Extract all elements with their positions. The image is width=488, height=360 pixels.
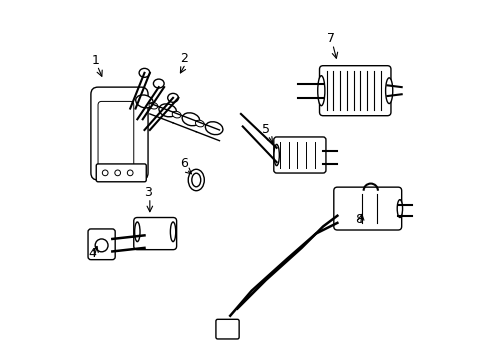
FancyBboxPatch shape	[333, 187, 401, 230]
Ellipse shape	[195, 120, 204, 127]
Text: 2: 2	[180, 52, 187, 65]
Ellipse shape	[153, 79, 164, 88]
FancyBboxPatch shape	[216, 319, 239, 339]
Text: 1: 1	[91, 54, 99, 67]
Ellipse shape	[139, 68, 149, 77]
Text: 4: 4	[88, 247, 96, 260]
FancyBboxPatch shape	[88, 229, 115, 260]
FancyBboxPatch shape	[319, 66, 390, 116]
Ellipse shape	[191, 173, 201, 187]
Text: 7: 7	[326, 32, 334, 45]
Circle shape	[95, 239, 108, 252]
Ellipse shape	[182, 113, 199, 126]
Text: 3: 3	[144, 186, 152, 199]
Text: 8: 8	[354, 213, 362, 226]
Circle shape	[115, 170, 121, 176]
Ellipse shape	[170, 222, 175, 242]
Circle shape	[127, 170, 133, 176]
FancyBboxPatch shape	[96, 164, 146, 182]
FancyBboxPatch shape	[134, 217, 176, 249]
FancyBboxPatch shape	[273, 137, 325, 173]
Ellipse shape	[385, 78, 392, 104]
Ellipse shape	[159, 104, 176, 117]
Ellipse shape	[317, 76, 324, 106]
Ellipse shape	[205, 122, 223, 135]
Ellipse shape	[167, 93, 178, 102]
FancyBboxPatch shape	[98, 102, 134, 169]
Ellipse shape	[273, 144, 279, 166]
Ellipse shape	[149, 102, 158, 109]
Ellipse shape	[396, 200, 402, 217]
FancyBboxPatch shape	[91, 87, 148, 180]
Ellipse shape	[136, 95, 153, 108]
Circle shape	[102, 170, 108, 176]
Ellipse shape	[172, 111, 181, 118]
Text: 5: 5	[262, 123, 269, 136]
Text: 6: 6	[180, 157, 188, 170]
Ellipse shape	[134, 222, 140, 242]
Ellipse shape	[188, 169, 204, 191]
